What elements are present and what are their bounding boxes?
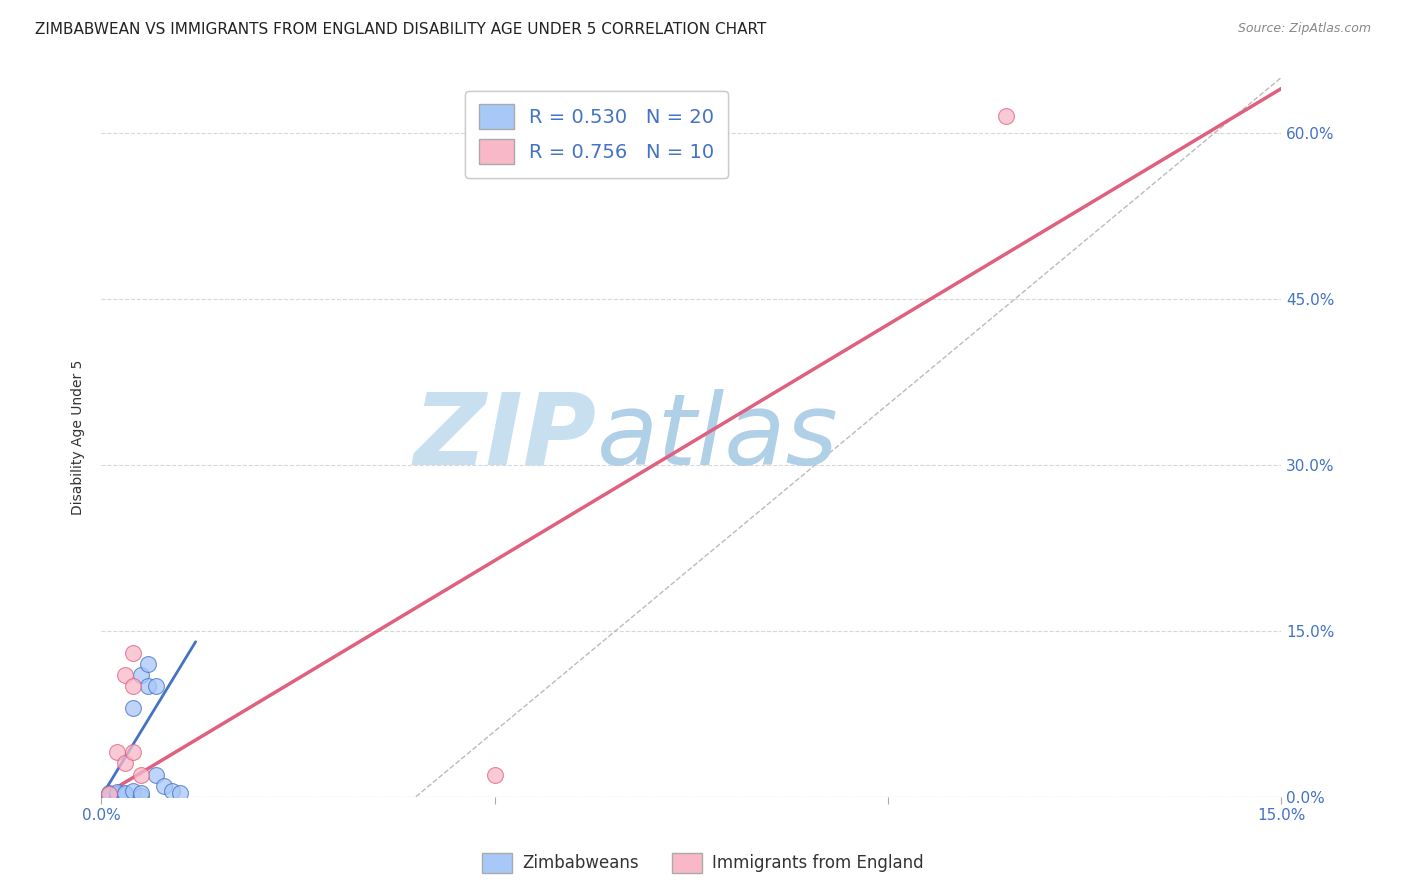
Point — [98, 786, 121, 800]
Text: atlas: atlas — [598, 389, 838, 485]
Point — [145, 679, 167, 693]
Point — [114, 756, 136, 771]
Point — [129, 668, 152, 682]
Point — [145, 767, 167, 781]
Point — [114, 788, 136, 802]
Y-axis label: Disability Age Under 5: Disability Age Under 5 — [72, 359, 86, 515]
Point — [129, 767, 152, 781]
Text: ZIMBABWEAN VS IMMIGRANTS FROM ENGLAND DISABILITY AGE UNDER 5 CORRELATION CHART: ZIMBABWEAN VS IMMIGRANTS FROM ENGLAND DI… — [35, 22, 766, 37]
Point — [995, 109, 1018, 123]
Point — [121, 701, 143, 715]
Point — [160, 784, 183, 798]
Text: Source: ZipAtlas.com: Source: ZipAtlas.com — [1237, 22, 1371, 36]
Point — [484, 767, 506, 781]
Point — [138, 657, 160, 671]
Point — [138, 679, 160, 693]
Point — [98, 789, 121, 803]
Legend: R = 0.530   N = 20, R = 0.756   N = 10: R = 0.530 N = 20, R = 0.756 N = 10 — [465, 91, 728, 178]
Point — [121, 784, 143, 798]
Legend: Zimbabweans, Immigrants from England: Zimbabweans, Immigrants from England — [475, 847, 931, 880]
Point — [129, 786, 152, 800]
Point — [169, 786, 191, 800]
Point — [121, 746, 143, 760]
Point — [121, 646, 143, 660]
Point — [105, 785, 128, 799]
Point — [129, 789, 152, 803]
Text: ZIP: ZIP — [413, 389, 598, 485]
Point — [105, 746, 128, 760]
Point — [114, 789, 136, 803]
Point — [105, 788, 128, 802]
Point — [98, 788, 121, 802]
Point — [121, 679, 143, 693]
Point — [153, 779, 176, 793]
Point — [114, 786, 136, 800]
Point — [114, 668, 136, 682]
Point — [105, 789, 128, 803]
